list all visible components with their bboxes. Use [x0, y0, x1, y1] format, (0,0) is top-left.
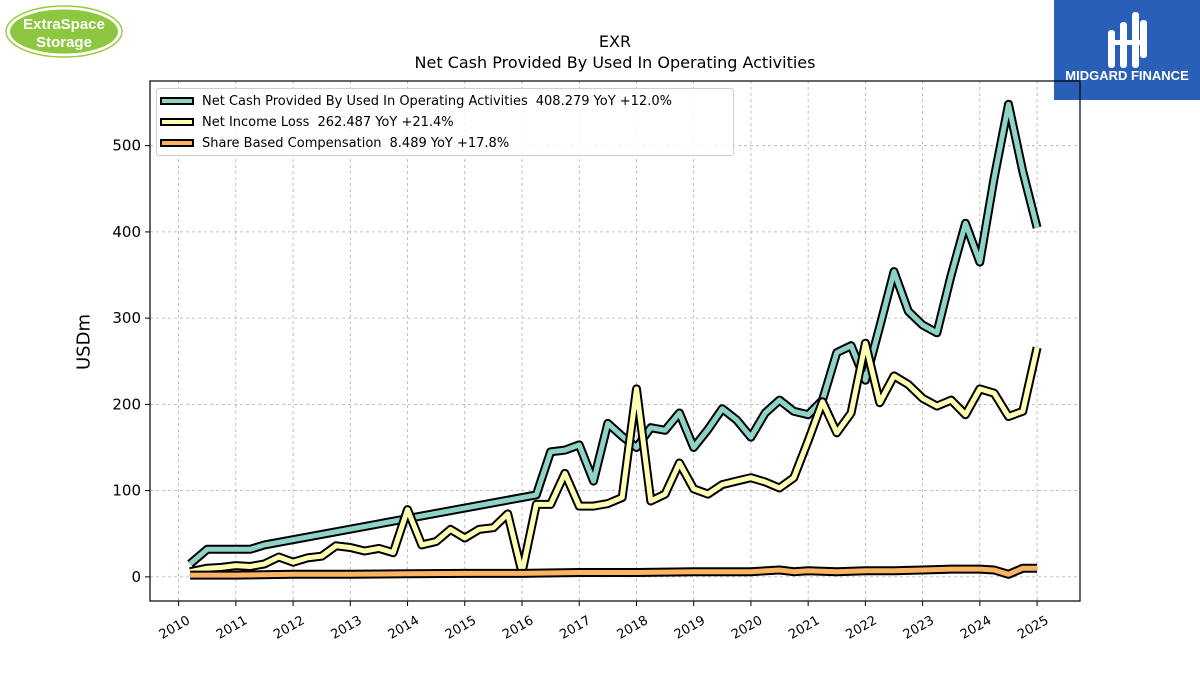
- chart-title: EXR: [598, 32, 632, 51]
- legend-label: Net Cash Provided By Used In Operating A…: [202, 93, 528, 109]
- x-tick-label: 2016: [500, 613, 536, 643]
- x-tick-label: 2010: [157, 613, 193, 643]
- legend-item-share-comp: Share Based Compensation 8.489 YoY +17.8…: [160, 135, 509, 151]
- x-tick-label: 2014: [386, 613, 422, 643]
- legend-yoy: YoY +12.0%: [593, 93, 672, 109]
- plot-frame: [149, 80, 1081, 602]
- x-tick-label: 2022: [844, 613, 880, 643]
- y-tick-label: 500: [112, 137, 141, 155]
- legend-value: 262.487: [317, 114, 372, 130]
- series-outline-0: [187, 99, 1042, 568]
- series-layer: [187, 99, 1042, 580]
- logo-line2: Storage: [36, 34, 92, 51]
- midgard-emblem-icon: [1108, 12, 1147, 68]
- y-tick-label: 300: [112, 309, 141, 327]
- legend-label: Net Income Loss: [202, 114, 310, 130]
- legend-value: 408.279: [535, 93, 590, 109]
- x-tick-label: 2020: [729, 613, 765, 643]
- x-tick-label: 2012: [271, 613, 307, 643]
- logo-line1: ExtraSpace: [23, 16, 105, 33]
- x-tick-label: 2018: [615, 613, 651, 643]
- x-tick-label: 2023: [901, 613, 937, 643]
- series-line-1: [189, 340, 1040, 575]
- legend-item-operating-cash: Net Cash Provided By Used In Operating A…: [160, 93, 672, 109]
- midgard-finance-logo: MIDGARD FINANCE: [1054, 0, 1200, 100]
- x-tick-label: 2011: [214, 613, 250, 643]
- x-tick-label: 2013: [328, 613, 364, 643]
- chart-legend: Net Cash Provided By Used In Operating A…: [156, 88, 734, 156]
- grid-layer: [150, 81, 1080, 601]
- x-tick-label: 2017: [557, 613, 593, 643]
- legend-value: 8.489: [389, 135, 427, 151]
- legend-swatch-share-comp: [160, 139, 194, 147]
- x-tick-label: 2015: [443, 613, 479, 643]
- logo-text: MIDGARD FINANCE: [1065, 68, 1189, 83]
- x-tick-label: 2025: [1015, 613, 1051, 643]
- chart-title-block: EXR Net Cash Provided By Used In Operati…: [150, 31, 1080, 73]
- extra-space-storage-logo: ExtraSpace Storage: [5, 5, 123, 58]
- legend-swatch-net-income: [160, 118, 194, 126]
- legend-yoy: YoY +21.4%: [375, 114, 454, 130]
- chart-subtitle: Net Cash Provided By Used In Operating A…: [414, 53, 816, 72]
- y-tick-label: 400: [112, 223, 141, 241]
- legend-yoy: YoY +17.8%: [430, 135, 510, 151]
- y-tick-label: 0: [131, 568, 141, 586]
- legend-swatch-operating-cash: [160, 97, 194, 105]
- legend-label: Share Based Compensation: [202, 135, 382, 151]
- series-line-2: [190, 565, 1038, 578]
- y-tick-label: 200: [112, 395, 141, 413]
- x-tick-label: 2021: [786, 613, 822, 643]
- legend-item-net-income: Net Income Loss 262.487 YoY +21.4%: [160, 114, 454, 130]
- series-line-0: [188, 101, 1040, 566]
- x-tick-label: 2024: [958, 613, 994, 643]
- y-tick-label: 100: [112, 482, 141, 500]
- x-tick-label: 2019: [672, 613, 708, 643]
